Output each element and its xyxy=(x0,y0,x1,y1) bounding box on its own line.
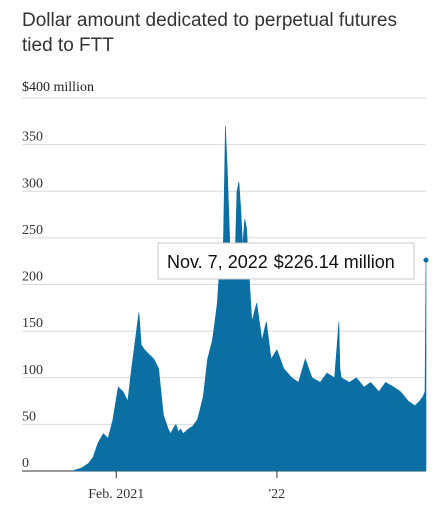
y-tick-label: 50 xyxy=(22,409,36,424)
tooltip-box xyxy=(157,242,415,280)
series-area xyxy=(71,125,427,472)
x-tick-label: Feb. 2021 xyxy=(88,487,144,502)
highlight-point xyxy=(423,257,429,263)
y-tick-label: 250 xyxy=(22,223,43,238)
x-tick-label: '22 xyxy=(269,487,286,502)
tooltip-text: Nov. 7, 2022 $226.14 million xyxy=(167,252,395,272)
y-tick-label: 350 xyxy=(22,130,43,145)
y-tick-label: 150 xyxy=(22,316,43,331)
y-tick-label: 0 xyxy=(22,456,29,471)
tooltip-value: $226.14 million xyxy=(274,252,395,272)
y-tick-label: 300 xyxy=(22,176,43,191)
y-tick-label: 100 xyxy=(22,363,43,378)
y-axis-unit-label: $400 million xyxy=(22,80,94,95)
tooltip-date: Nov. 7, 2022 xyxy=(167,252,268,272)
y-tick-label: 200 xyxy=(22,270,43,285)
chart-title: Dollar amount dedicated to perpetual fut… xyxy=(22,10,397,56)
